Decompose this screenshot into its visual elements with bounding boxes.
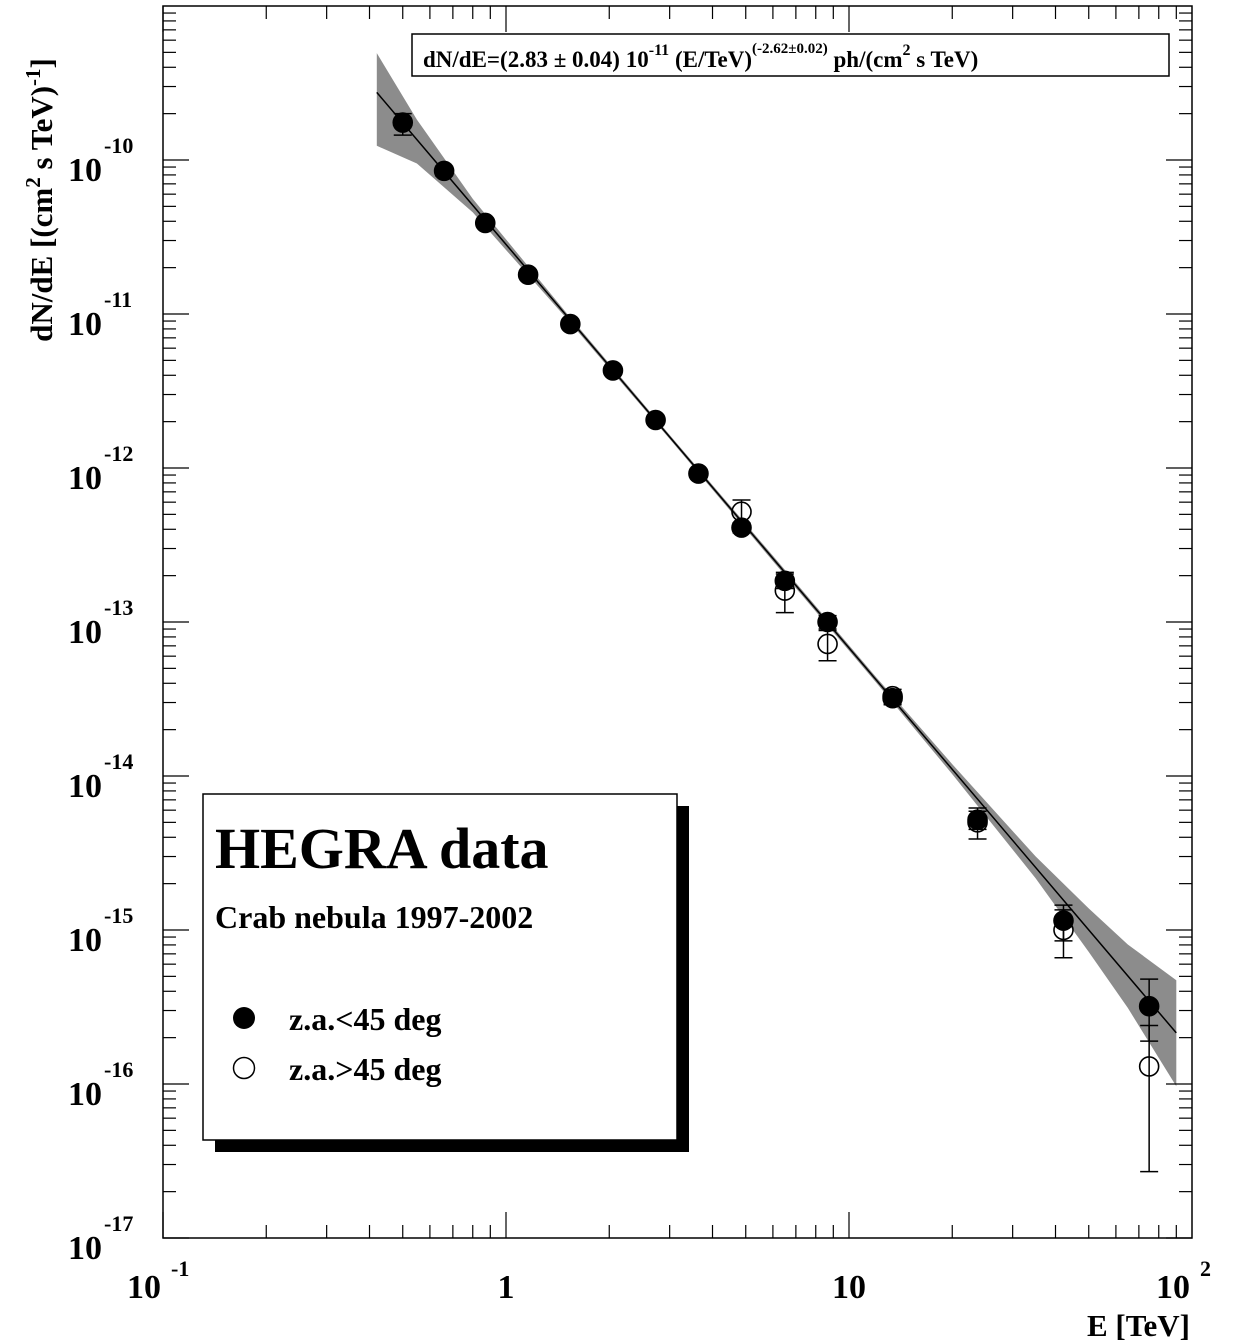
filled-point-4 bbox=[560, 313, 581, 335]
legend-subtitle: Crab nebula 1997-2002 bbox=[215, 899, 533, 935]
x-tick-label: 10 bbox=[832, 1269, 866, 1306]
filled-point-7 bbox=[688, 463, 709, 484]
filled-circle-marker bbox=[560, 313, 581, 335]
open-circle-marker bbox=[882, 685, 903, 707]
y-axis-title: dN/dE [(cm2 s TeV)-1] bbox=[21, 58, 59, 342]
open-point-4 bbox=[967, 807, 988, 840]
x-tick-exponent: -1 bbox=[171, 1256, 189, 1281]
open-circle-marker bbox=[817, 633, 838, 655]
fit-formula: dN/dE=(2.83 ± 0.04) 10-11 (E/TeV)(-2.62±… bbox=[423, 41, 978, 72]
fit-line bbox=[376, 91, 1177, 1034]
legend-marker-open bbox=[232, 1056, 256, 1080]
open-point-3 bbox=[882, 685, 903, 707]
x-tick-label: 1 bbox=[498, 1269, 515, 1306]
y-tick-exponent: -13 bbox=[104, 595, 133, 620]
filled-circle-marker bbox=[602, 360, 624, 381]
y-tick-exponent: -12 bbox=[104, 441, 133, 466]
legend-entry-open: z.a.>45 deg bbox=[289, 1051, 441, 1087]
open-circle-marker bbox=[1138, 1056, 1160, 1077]
legend-title: HEGRA data bbox=[215, 816, 549, 881]
filled-circle-marker bbox=[474, 212, 496, 234]
open-point-5 bbox=[1053, 909, 1074, 959]
filled-point-0 bbox=[392, 112, 414, 136]
fit-formula-box: dN/dE=(2.83 ± 0.04) 10-11 (E/TeV)(-2.62±… bbox=[411, 33, 1170, 77]
y-tick-exponent: -16 bbox=[104, 1057, 133, 1082]
y-tick-label: 10 bbox=[68, 152, 102, 189]
y-tick-exponent: -15 bbox=[104, 903, 133, 928]
open-point-6 bbox=[1138, 1024, 1160, 1173]
open-point-2 bbox=[817, 629, 838, 662]
filled-circle-marker bbox=[517, 264, 539, 285]
y-tick-exponent: -17 bbox=[104, 1211, 133, 1236]
filled-point-1 bbox=[433, 160, 455, 182]
fit-line-layer bbox=[376, 91, 1177, 1034]
y-tick-label: 10 bbox=[68, 614, 102, 651]
filled-circle-marker bbox=[392, 112, 414, 133]
filled-circle-marker bbox=[433, 160, 455, 182]
y-tick-exponent: -10 bbox=[104, 133, 133, 158]
filled-point-3 bbox=[517, 264, 539, 285]
y-tick-label: 10 bbox=[68, 306, 102, 343]
y-tick-label: 10 bbox=[68, 768, 102, 805]
y-tick-label: 10 bbox=[68, 922, 102, 959]
x-tick-label: 10 bbox=[1156, 1269, 1190, 1306]
open-circle-marker bbox=[774, 580, 796, 601]
axis-ticks-layer bbox=[162, 6, 1192, 1239]
legend-box bbox=[202, 793, 678, 1141]
filled-circle-marker bbox=[1138, 995, 1160, 1017]
filled-point-6 bbox=[645, 409, 666, 431]
filled-point-5 bbox=[602, 360, 624, 381]
x-axis-title: E [TeV] bbox=[1087, 1308, 1190, 1343]
open-point-1 bbox=[774, 573, 796, 614]
legend-entry-filled: z.a.<45 deg bbox=[289, 1001, 441, 1037]
y-tick-label: 10 bbox=[68, 1076, 102, 1113]
open-point-0 bbox=[731, 499, 752, 524]
filled-circle-marker bbox=[645, 409, 666, 431]
legend: HEGRA data Crab nebula 1997-2002 z.a.<45… bbox=[202, 793, 689, 1152]
tick-labels-layer: 10-1010-1110-1210-1310-1410-1510-1610-17… bbox=[68, 133, 1211, 1306]
filled-circle-marker bbox=[817, 611, 838, 633]
open-circle-marker bbox=[967, 812, 988, 833]
y-tick-label: 10 bbox=[68, 460, 102, 497]
x-tick-label: 10 bbox=[127, 1269, 161, 1306]
y-tick-exponent: -14 bbox=[104, 749, 133, 774]
legend-marker-filled bbox=[233, 1007, 255, 1029]
filled-point-10 bbox=[817, 611, 838, 633]
y-tick-exponent: -11 bbox=[104, 287, 132, 312]
data-points-layer bbox=[392, 112, 1160, 1173]
filled-point-2 bbox=[474, 212, 496, 234]
y-tick-label: 10 bbox=[68, 1230, 102, 1267]
filled-circle-marker bbox=[688, 463, 709, 484]
open-circle-marker bbox=[731, 501, 752, 523]
open-circle-marker bbox=[1053, 919, 1074, 941]
x-tick-exponent: 2 bbox=[1200, 1256, 1211, 1281]
